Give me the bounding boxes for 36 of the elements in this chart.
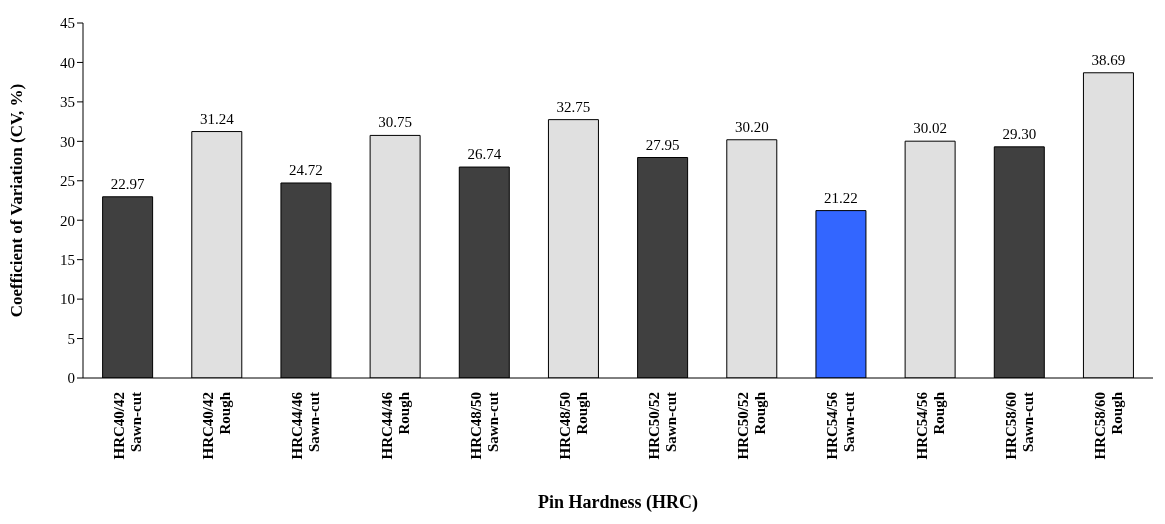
data-label: 30.02 [913,120,947,137]
x-tick-label: HRC50/52 Sawn-cut [646,392,680,460]
x-tick-label: HRC48/50 Rough [556,391,590,460]
x-tick-label: HRC44/46 Rough [378,391,412,460]
y-tick-label: 20 [60,212,75,229]
y-axis-title: Coefficient of Variation (CV, %) [7,83,27,318]
data-label: 26.74 [467,146,502,163]
y-tick-label: 30 [60,133,75,150]
x-axis-title: Pin Hardness (HRC) [537,492,699,513]
y-tick-label: 15 [60,251,75,268]
data-label: 30.75 [378,114,412,131]
y-tick-label: 35 [60,94,75,111]
data-label: 22.97 [110,175,145,192]
x-tick-label: HRC54/56 Sawn-cut [824,391,858,460]
y-tick-label: 40 [60,54,75,71]
data-label: 27.95 [645,136,680,153]
x-tick-label: HRC50/52 Rough [735,391,769,460]
x-tick-label: HRC40/42 Sawn-cut [111,392,145,460]
data-label: 24.72 [289,161,323,178]
x-tick-label: HRC58/60 Rough [1091,391,1125,460]
y-tick-label: 0 [67,370,75,387]
data-label: 31.24 [199,110,235,127]
y-tick-label: 5 [67,330,75,347]
x-tick-label: HRC48/50 Sawn-cut [467,392,501,460]
y-tick-label: 10 [60,291,75,308]
x-tick-label: HRC44/46 Sawn-cut [289,391,323,460]
y-tick-label: 45 [60,15,75,32]
data-label: 29.30 [1002,125,1037,142]
x-tick-label: HRC54/56 Rough [913,391,947,460]
data-label: 38.69 [1091,51,1126,68]
y-tick-label: 25 [60,173,75,190]
x-tick-label: HRC58/60 Sawn-cut [1002,392,1036,460]
data-label: 21.22 [824,189,858,206]
data-label: 30.20 [734,118,769,135]
x-tick-label: HRC40/42 Rough [200,391,234,460]
data-label: 32.75 [556,98,591,115]
